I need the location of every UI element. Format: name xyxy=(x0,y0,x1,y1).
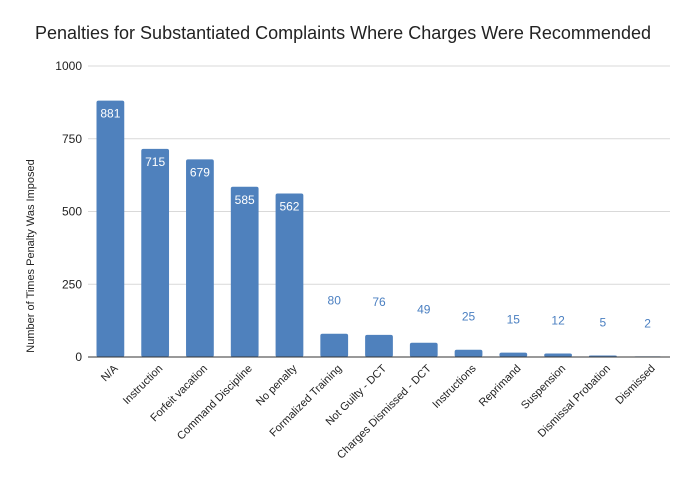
y-tick-label: 750 xyxy=(62,132,82,146)
y-tick-label: 250 xyxy=(62,277,82,291)
bar xyxy=(365,334,393,357)
y-tick-label: 0 xyxy=(75,350,82,364)
data-label: 715 xyxy=(145,155,165,169)
bar xyxy=(499,352,528,357)
data-label: 80 xyxy=(328,294,342,308)
bar xyxy=(96,100,125,357)
data-label: 5 xyxy=(600,316,607,330)
data-labels: 881 715 679 585 562 80 76 49 25 15 12 5 2 xyxy=(100,107,651,331)
y-axis-label: Number of Times Penalty Was Imposed xyxy=(25,159,37,352)
gridlines xyxy=(88,65,670,285)
bar xyxy=(275,193,304,357)
data-label: 881 xyxy=(100,107,120,121)
bar xyxy=(230,186,259,357)
bar xyxy=(544,353,572,357)
data-label: 562 xyxy=(279,199,299,213)
data-label: 2 xyxy=(644,316,651,330)
y-tick-label: 1000 xyxy=(55,59,82,73)
x-tick-label: Reprimand xyxy=(477,363,524,410)
data-label: 679 xyxy=(190,165,210,179)
bars xyxy=(96,100,662,357)
x-tick-label: Charges Dismissed - DCT xyxy=(335,362,434,461)
bar xyxy=(320,333,349,357)
data-label: 49 xyxy=(417,303,431,317)
x-tick-label: Suspension xyxy=(519,363,568,412)
data-label: 12 xyxy=(551,314,565,328)
y-tick-label: 500 xyxy=(62,205,82,219)
chart-title: Penalties for Substantiated Complaints W… xyxy=(35,23,651,43)
x-tick-label: Instruction xyxy=(121,363,165,407)
bar xyxy=(141,148,170,357)
data-label: 585 xyxy=(235,193,255,207)
bar xyxy=(186,159,214,357)
x-tick-label: No penalty xyxy=(254,362,300,408)
x-tick-label: Instructions xyxy=(430,362,479,411)
data-label: 25 xyxy=(462,310,476,324)
data-label: 76 xyxy=(372,295,386,309)
x-tick-label: Command Discipline xyxy=(175,363,255,443)
bar xyxy=(409,342,438,357)
x-tick-label: Dismissed xyxy=(613,363,657,407)
bar xyxy=(454,349,483,357)
x-tick-label: N/A xyxy=(99,362,121,384)
y-axis-ticks: 0 250 500 750 1000 xyxy=(55,59,82,364)
data-label: 15 xyxy=(507,313,521,327)
